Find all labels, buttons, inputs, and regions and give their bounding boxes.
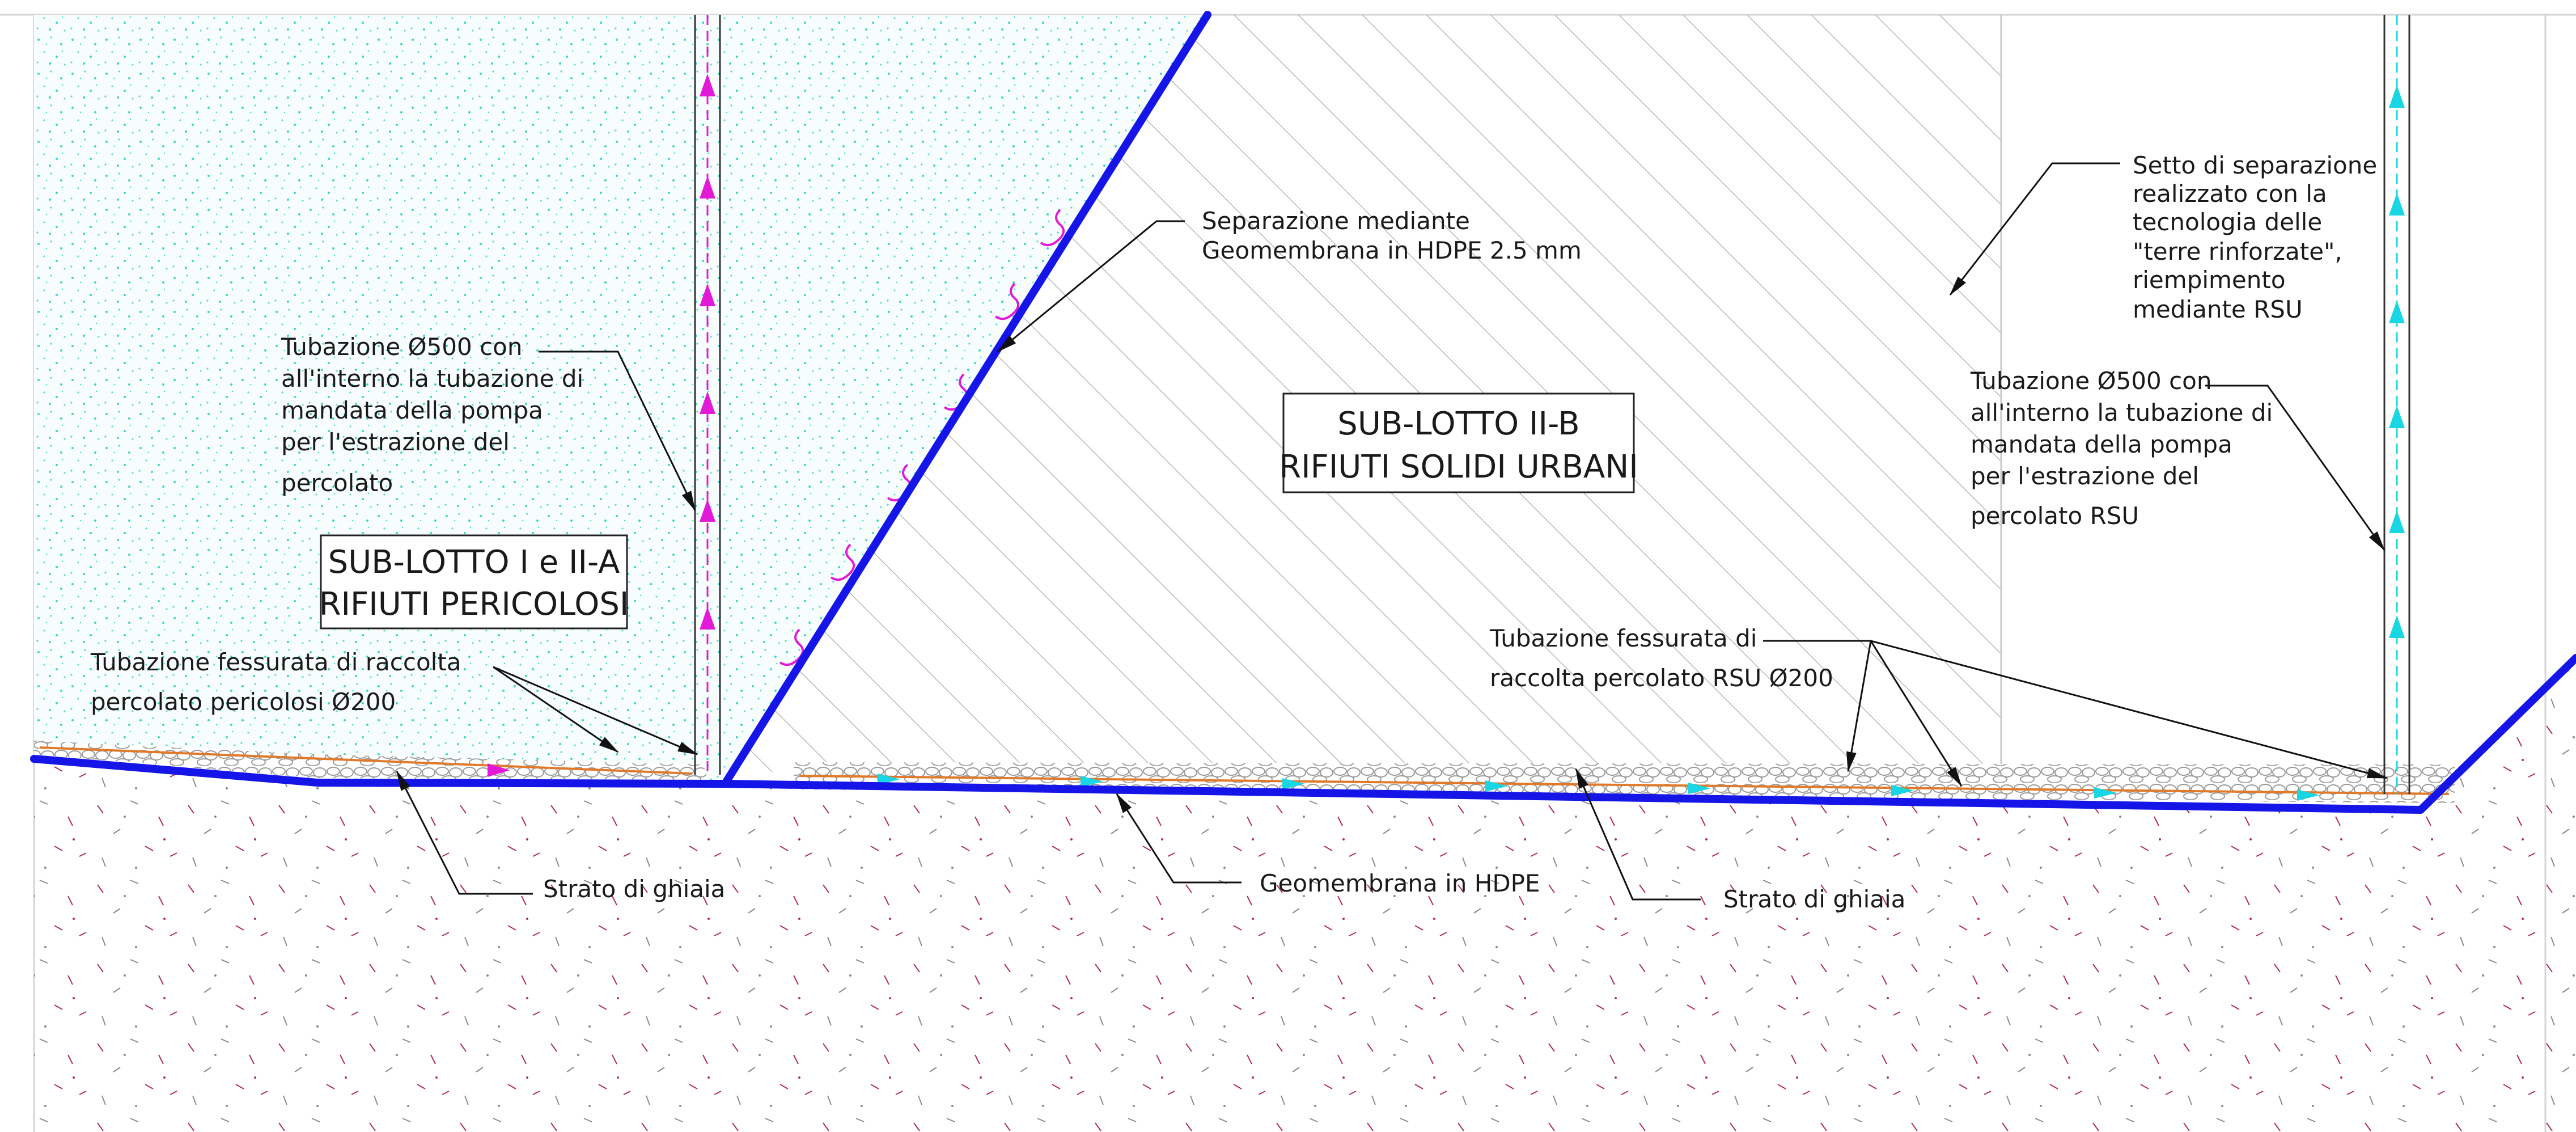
rsu-flow-arrows <box>878 774 2320 801</box>
label-pipe-left-line5: percolato <box>281 469 393 497</box>
slotted-pipe-hazardous <box>39 746 692 775</box>
label-separation-wall-line2: realizzato con la <box>2133 180 2327 208</box>
label-separation-membrane-line1: Separazione mediante <box>1202 207 1470 235</box>
vertical-pipe-left <box>694 15 721 775</box>
label-pipe-right-line4: per l'estrazione del <box>1971 462 2199 490</box>
zone-title-rsu: SUB-LOTTO II-B RIFIUTI SOLIDI URBANI <box>1279 392 1638 493</box>
vertical-pipe-right <box>2383 15 2410 794</box>
label-separation-wall-line6: mediante RSU <box>2133 295 2303 323</box>
label-pipe-right-line5: percolato RSU <box>1971 502 2139 530</box>
zone-title-rsu-line1: SUB-LOTTO II-B <box>1337 406 1579 442</box>
label-pipe-right-line1: Tubazione Ø500 con <box>1970 367 2212 395</box>
leader-lines <box>396 162 2388 901</box>
label-slotted-pipe-hazardous-line2: percolato pericolosi Ø200 <box>91 688 396 716</box>
label-pipe-left-line4: per l'estrazione del <box>281 428 510 456</box>
label-pipe-left-line1: Tubazione Ø500 con <box>281 333 523 361</box>
label-gravel-left: Strato di ghiaia <box>543 875 725 903</box>
zone-title-rsu-line2: RIFIUTI SOLIDI URBANI <box>1279 449 1638 485</box>
leachate-seep-squiggles <box>779 209 1065 666</box>
label-gravel-right: Strato di ghiaia <box>1723 885 1905 913</box>
slotted-pipe-rsu <box>799 775 2450 795</box>
label-separation-wall-line5: riempimento <box>2133 266 2286 294</box>
label-pipe-right: Tubazione Ø500 con all'interno la tubazi… <box>1970 367 2273 530</box>
label-separation-wall: Setto di separazione realizzato con la t… <box>2133 151 2377 323</box>
label-slotted-pipe-hazardous: Tubazione fessurata di raccolta percolat… <box>90 648 461 716</box>
label-pipe-right-line2: all'interno la tubazione di <box>1971 399 2273 426</box>
label-separation-wall-line4: "terre rinforzate", <box>2133 238 2342 265</box>
label-pipe-left-line3: mandata della pompa <box>281 396 543 424</box>
label-separation-membrane-line2: Geomembrana in HDPE 2.5 mm <box>1202 236 1582 264</box>
hdpe-separation-membrane <box>722 11 1211 787</box>
zone-title-hazardous: SUB-LOTTO I e II-A RIFIUTI PERICOLOSI <box>319 534 629 630</box>
label-separation-wall-line1: Setto di separazione <box>2133 151 2377 179</box>
hazardous-flow-arrows <box>488 763 510 777</box>
zone-title-hazardous-line1: SUB-LOTTO I e II-A <box>328 544 620 581</box>
ground-soil <box>34 658 2576 1132</box>
label-pipe-left-line2: all'interno la tubazione di <box>281 365 583 392</box>
label-pipe-right-line3: mandata della pompa <box>1971 430 2232 458</box>
label-slotted-pipe-rsu: Tubazione fessurata di raccolta percolat… <box>1489 624 1833 692</box>
label-slotted-pipe-hazardous-line1: Tubazione fessurata di raccolta <box>90 648 461 676</box>
label-geomembrane: Geomembrana in HDPE <box>1260 869 1540 897</box>
label-separation-membrane: Separazione mediante Geomembrana in HDPE… <box>1202 207 1582 264</box>
zone-title-hazardous-line2: RIFIUTI PERICOLOSI <box>319 586 629 623</box>
label-pipe-left: Tubazione Ø500 con all'interno la tubazi… <box>281 333 583 497</box>
label-separation-wall-line3: tecnologia delle <box>2133 208 2322 236</box>
label-slotted-pipe-rsu-line2: raccolta percolato RSU Ø200 <box>1490 664 1833 692</box>
label-slotted-pipe-rsu-line1: Tubazione fessurata di <box>1489 624 1757 652</box>
